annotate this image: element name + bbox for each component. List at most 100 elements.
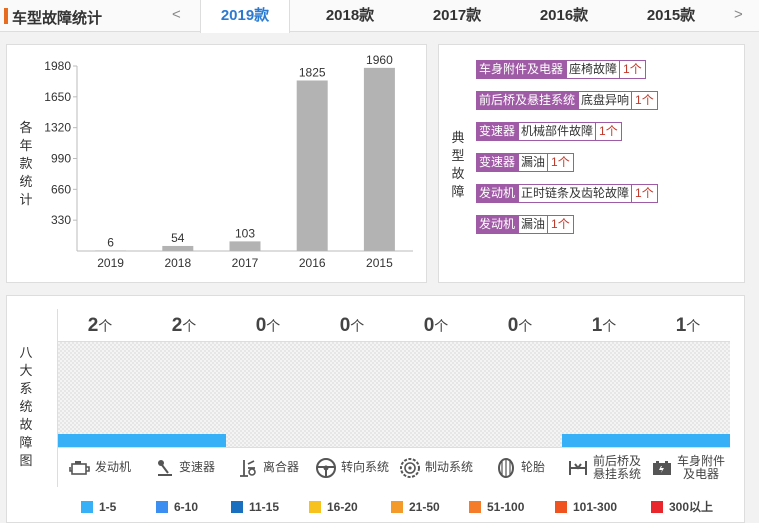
tab-2018[interactable]: 2018款 [325,7,375,24]
fault-count: 1个 [548,153,574,172]
system-label-cell: 离合器 [226,447,310,487]
system-column[interactable]: 1个 前后桥及 悬挂系统 [562,309,646,487]
fault-name: 底盘异响 [578,91,633,110]
system-heat-cell [478,342,562,447]
prev-arrow-button[interactable]: < [172,6,181,23]
system-column[interactable]: 0个 制动系统 [394,309,478,487]
legend-label: 11-15 [249,499,280,514]
bar[interactable] [162,245,194,251]
fault-count: 1个 [620,60,646,79]
bar[interactable] [95,250,127,251]
legend-label: 16-20 [327,499,358,514]
fault-category: 车身附件及电器 [476,60,567,79]
bar[interactable] [229,241,261,251]
system-column[interactable]: 2个 变速器 [142,309,226,487]
system-column[interactable]: 0个 转向系统 [310,309,394,487]
system-count: 0个 [310,309,394,342]
systems-vertical-label: 八 大 系 统 故 障 图 [19,345,33,468]
bar[interactable] [296,80,328,251]
system-heat-cell [58,342,142,447]
tab-2017[interactable]: 2017款 [432,7,482,24]
bar[interactable] [363,67,395,251]
chart-vertical-label: 各 年 款 统 计 [19,120,33,207]
system-count-value: 0 [339,315,351,336]
legend-item: 1-5 [81,498,156,515]
fault-name: 正时链条及齿轮故障 [518,184,633,203]
fault-item[interactable]: 变速器 机械部件故障 1个 [476,122,622,141]
fault-item[interactable]: 前后桥及悬挂系统 底盘异响 1个 [476,91,658,110]
system-column[interactable]: 1个车身附件 及电器 [646,309,730,487]
legend-swatch [231,500,243,513]
system-count: 0个 [226,309,310,342]
tab-2019[interactable]: 2019款 [200,0,290,33]
page-title: 车型故障统计 [12,10,103,27]
system-label-cell: 前后桥及 悬挂系统 [562,447,646,487]
fault-item[interactable]: 变速器 漏油 1个 [476,153,574,172]
system-count: 0个 [478,309,562,342]
x-tick-label: 2018 [164,256,191,270]
system-column[interactable]: 2个 发动机 [58,309,142,487]
system-label-cell: 轮胎 [478,447,562,487]
next-arrow-button[interactable]: > [734,6,743,23]
fault-item[interactable]: 车身附件及电器 座椅故障 1个 [476,60,646,79]
legend-item: 51-100 [469,498,555,515]
severity-legend: 1-5 6-10 11-15 16-20 21-50 51-100 101-300 300以上 [81,498,721,515]
system-heat-cell [562,342,646,447]
system-heat-cell [646,342,730,447]
y-tick-label: 1650 [44,90,71,104]
system-count-unit: 个 [686,318,701,334]
fault-name: 机械部件故障 [518,122,597,141]
battery-icon [651,457,673,479]
system-count-unit: 个 [434,318,449,334]
system-count-value: 1 [675,315,687,336]
legend-swatch [651,500,663,513]
x-tick-label: 2019 [97,256,124,270]
fault-name: 漏油 [518,153,549,172]
fault-count: 1个 [632,91,658,110]
system-heat-cell [142,342,226,447]
eight-systems-panel: 八 大 系 统 故 障 图 2个 发动机 2个 变速器 0个 离合器 0个 转向系统 0个 制动系… [6,295,745,523]
fault-name: 座椅故障 [566,60,621,79]
system-label: 车身附件 及电器 [676,453,725,481]
fault-item[interactable]: 发动机 正时链条及齿轮故障 1个 [476,184,658,203]
fault-count: 1个 [548,215,574,234]
system-label-cell: 发动机 [58,447,142,487]
tab-2016[interactable]: 2016款 [539,7,589,24]
legend-swatch [469,500,481,513]
y-tick-label: 1980 [44,59,71,73]
y-tick-label: 330 [51,213,71,227]
system-count-value: 0 [507,315,519,336]
system-count-unit: 个 [518,318,533,334]
bar-value-label: 1960 [366,53,393,67]
fault-category: 发动机 [476,184,519,203]
system-count-value: 2 [171,315,183,336]
system-label-cell: 变速器 [142,447,226,487]
legend-label: 21-50 [409,499,440,514]
tab-2015[interactable]: 2015款 [646,7,696,24]
system-count-unit: 个 [350,318,365,334]
system-severity-fill [562,434,646,447]
y-tick-label: 660 [51,182,71,196]
system-count-value: 0 [423,315,435,336]
legend-swatch [555,500,567,513]
typical-faults-panel: 典 型 故 障 车身附件及电器 座椅故障 1个 前后桥及悬挂系统 底盘异响 1个… [438,44,745,283]
system-label-cell: 车身附件 及电器 [646,447,730,487]
system-count-value: 1 [591,315,603,336]
system-count-unit: 个 [266,318,281,334]
fault-item[interactable]: 发动机 漏油 1个 [476,215,574,234]
bar-chart: 330 660 990 1320 1650 1980 6 2019 54 2018 103 2017 1… [44,53,413,270]
system-column[interactable]: 0个轮胎 [478,309,562,487]
legend-swatch [309,500,321,513]
system-heat-cell [226,342,310,447]
fault-category: 变速器 [476,122,519,141]
system-count-value: 2 [87,315,99,336]
y-tick-label: 1320 [44,121,71,135]
clutch-icon [237,457,259,479]
x-tick-label: 2016 [299,256,326,270]
system-column[interactable]: 0个离合器 [226,309,310,487]
system-severity-fill [58,434,142,447]
fault-name: 漏油 [518,215,549,234]
system-heat-cell [394,342,478,447]
system-count: 1个 [646,309,730,342]
fault-count: 1个 [596,122,622,141]
